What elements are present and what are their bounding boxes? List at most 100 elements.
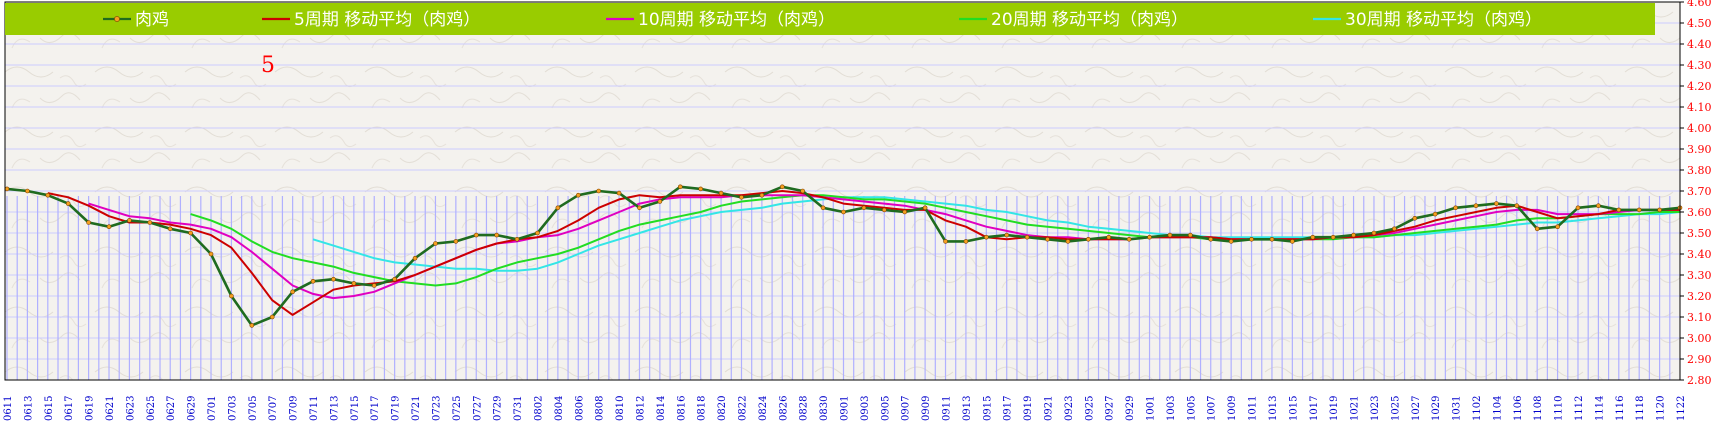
data-point [1004, 232, 1010, 238]
data-point [1249, 237, 1254, 242]
x-tick-label: 0627 [166, 396, 177, 421]
x-tick-label: 1102 [1472, 396, 1483, 421]
legend-item-2: 10周期 移动平均（肉鸡） [606, 10, 835, 30]
x-tick-label: 0820 [717, 396, 728, 421]
data-point [902, 209, 908, 215]
data-point [1555, 224, 1560, 229]
series-line-4 [312, 196, 1681, 272]
data-point [1310, 234, 1316, 240]
data-point [759, 192, 765, 198]
x-tick-label: 0907 [901, 396, 912, 421]
x-tick-label: 0911 [942, 396, 953, 421]
x-tick-label: 0613 [23, 396, 34, 421]
data-point [208, 251, 214, 257]
data-point [1290, 239, 1295, 244]
x-tick-label: 0818 [697, 396, 708, 421]
data-point [1657, 207, 1662, 213]
data-point [1596, 203, 1601, 208]
data-point [1208, 237, 1214, 242]
data-point [984, 234, 989, 240]
x-tick-label: 0925 [1084, 396, 1095, 421]
data-point [310, 278, 316, 284]
x-tick-label: 0917 [1003, 396, 1014, 421]
x-tick-label: 0901 [840, 396, 851, 421]
x-tick-label: 0810 [615, 396, 626, 421]
legend-item-0: 肉鸡 [103, 10, 169, 30]
data-point [392, 276, 397, 282]
y-tick-label: 2.90 [1687, 353, 1712, 366]
data-point [616, 190, 622, 196]
x-tick-label: 0725 [452, 396, 463, 421]
data-point [861, 205, 867, 211]
y-tick-label: 4.20 [1687, 80, 1712, 93]
x-tick-label: 0617 [64, 396, 75, 421]
data-point [555, 205, 561, 211]
data-point [494, 232, 499, 238]
data-point [739, 195, 744, 200]
x-tick-label: 0812 [635, 396, 646, 421]
y-tick-label: 4.00 [1687, 122, 1712, 135]
data-point [1228, 239, 1234, 244]
data-point [1392, 226, 1397, 232]
data-point [677, 184, 683, 190]
x-tick-label: 0629 [187, 396, 198, 421]
data-point [127, 218, 132, 223]
data-point [371, 283, 377, 288]
data-point [1024, 234, 1030, 240]
x-tick-label: 1112 [1574, 396, 1585, 421]
x-tick-label: 1106 [1513, 396, 1524, 421]
legend-item-3: 20周期 移动平均（肉鸡） [959, 10, 1188, 30]
x-tick-label: 0824 [758, 396, 769, 421]
legend-label: 5周期 移动平均（肉鸡） [294, 10, 480, 30]
x-tick-label: 0611 [3, 396, 14, 421]
x-tick-label: 0729 [493, 396, 504, 421]
data-point [1514, 203, 1520, 208]
series-line-3 [190, 194, 1680, 287]
x-tick-label: 1104 [1492, 396, 1503, 421]
legend: 肉鸡 5周期 移动平均（肉鸡） 10周期 移动平均（肉鸡） 20周期 移动平均（肉鸡）… [5, 3, 1655, 35]
x-tick-label: 0830 [819, 396, 830, 421]
x-tick-label: 0625 [146, 396, 157, 421]
y-tick-label: 3.20 [1687, 290, 1712, 303]
x-tick-label: 1003 [1166, 396, 1177, 421]
x-tick-label: 0814 [656, 396, 667, 421]
y-tick-label: 3.30 [1687, 269, 1712, 282]
chart-annotation: 5 [261, 53, 275, 78]
data-point [535, 230, 540, 236]
x-tick-label: 0921 [1044, 396, 1055, 421]
data-point [1494, 201, 1499, 206]
data-point [269, 314, 275, 320]
x-tick-label: 0915 [982, 396, 993, 421]
data-point [1106, 234, 1112, 240]
data-point [575, 192, 581, 198]
data-point [596, 188, 601, 194]
data-point [800, 188, 805, 194]
volume-bars [6, 196, 1671, 380]
x-tick-label: 0723 [431, 396, 442, 421]
x-tick-label: 1023 [1370, 396, 1381, 421]
x-tick-label: 0927 [1105, 396, 1116, 421]
x-tick-label: 0705 [248, 396, 259, 421]
x-tick-label: 1029 [1431, 396, 1442, 421]
x-tick-label: 0707 [268, 396, 279, 421]
y-tick-label: 3.80 [1687, 164, 1712, 177]
y-tick-label: 4.30 [1687, 59, 1712, 72]
data-point [698, 186, 703, 192]
data-point [147, 220, 153, 225]
plot-border [4, 1, 1681, 381]
data-point [188, 230, 193, 236]
y-tick-label: 3.60 [1687, 206, 1712, 219]
data-point [1065, 239, 1071, 244]
legend-item-4: 30周期 移动平均（肉鸡） [1313, 10, 1542, 30]
y-tick-label: 3.00 [1687, 332, 1712, 345]
series-markers [4, 184, 1683, 328]
x-tick-label: 1013 [1268, 396, 1279, 421]
data-point [1188, 232, 1193, 238]
legend-marker [114, 16, 120, 22]
x-tick-label: 1120 [1656, 396, 1667, 421]
data-point [1126, 237, 1132, 242]
y-tick-label: 3.70 [1687, 185, 1712, 198]
data-point [657, 199, 663, 204]
